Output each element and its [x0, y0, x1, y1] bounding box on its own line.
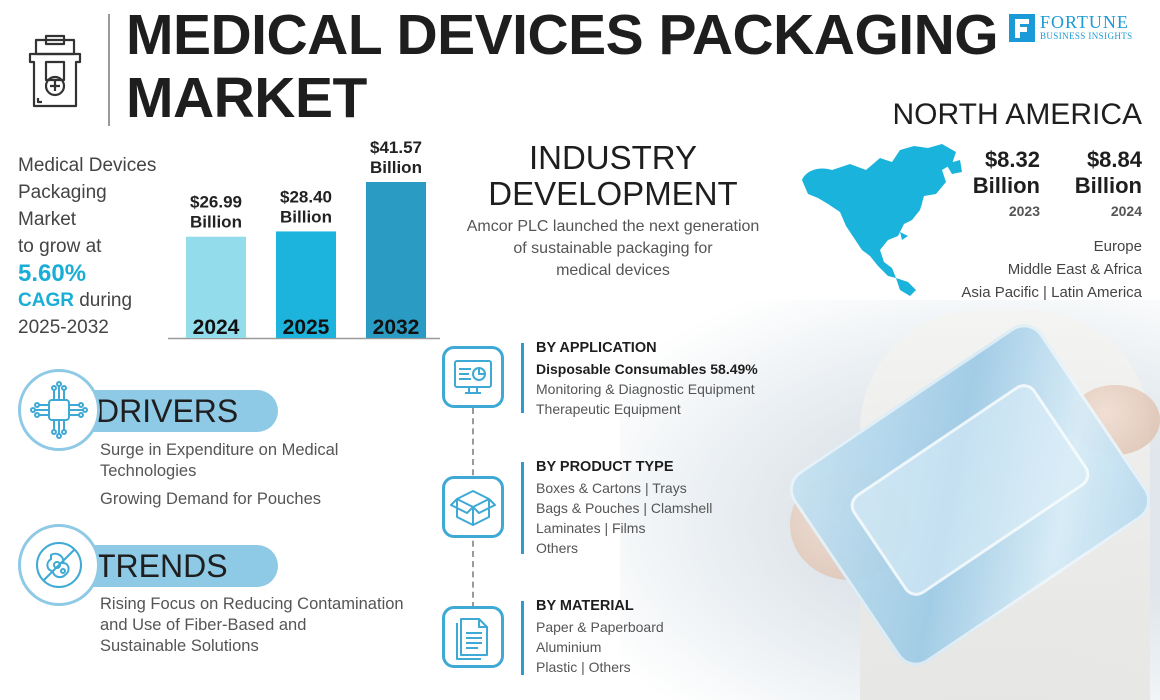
application-item-1: Disposable Consumables 58.49%	[536, 361, 758, 377]
material-item-3: Plastic | Others	[536, 659, 631, 675]
material-accent-bar	[521, 601, 524, 675]
bar-value-label-2032: $41.57	[370, 138, 422, 157]
bar-2032	[366, 182, 426, 338]
bar-2025	[276, 231, 336, 338]
bar-unit-label-2024: Billion	[190, 213, 242, 232]
na-year-2023: 2023	[1008, 203, 1040, 219]
page-title: MEDICAL DEVICES PACKAGING MARKET	[126, 3, 999, 130]
na-value-2024: $8.84 Billion	[1074, 147, 1142, 198]
bar-year-label-2025: 2025	[283, 316, 330, 339]
application-accent-bar	[521, 343, 524, 413]
region-europe: Europe	[1093, 238, 1142, 255]
bar-2024	[186, 236, 246, 338]
bar-unit-label-2032: Billion	[370, 158, 422, 177]
bar-unit-label-2025: Billion	[280, 207, 332, 226]
cagr-value: 5.60%	[18, 260, 87, 287]
package-device-icon	[28, 34, 82, 108]
product-item-2: Bags & Pouches | Clamshell	[536, 500, 713, 516]
application-heading: BY APPLICATION	[536, 340, 657, 356]
bar-year-label-2032: 2032	[373, 316, 420, 339]
industry-development-title: INDUSTRY DEVELOPMENT	[488, 139, 738, 212]
brand-logo-icon	[1009, 14, 1035, 42]
north-america-map-icon	[802, 144, 962, 296]
application-item-3: Therapeutic Equipment	[536, 401, 681, 417]
box-icon	[442, 476, 504, 538]
material-item-2: Aluminium	[536, 639, 602, 655]
product-accent-bar	[521, 462, 524, 554]
material-item-1: Paper & Paperboard	[536, 619, 664, 635]
bar-value-label-2024: $26.99	[190, 193, 242, 212]
product-heading: BY PRODUCT TYPE	[536, 459, 674, 475]
product-item-1: Boxes & Cartons | Trays	[536, 480, 687, 496]
circuit-icon	[18, 369, 100, 451]
driver-item-2: Growing Demand for Pouches	[100, 490, 322, 508]
forecast-period: 2025-2032	[18, 317, 109, 338]
monitor-chart-icon	[442, 346, 504, 408]
bar-value-label-2025: $28.40	[280, 187, 332, 206]
document-icon	[442, 606, 504, 668]
cagr-label: CAGR	[18, 290, 74, 311]
material-heading: BY MATERIAL	[536, 598, 634, 614]
product-item-3: Laminates | Films	[536, 520, 646, 536]
product-item-4: Others	[536, 540, 579, 556]
brand-subtitle: BUSINESS INSIGHTS	[1040, 31, 1133, 41]
market-size-bar-chart: $26.99Billion2024$28.40Billion2025$41.57…	[168, 138, 440, 340]
industry-development-text: Amcor PLC launched the next generation o…	[466, 218, 760, 279]
brand-name: FORTUNE	[1040, 12, 1129, 32]
region-mea: Middle East & Africa	[1007, 261, 1142, 278]
driver-item-1: Surge in Expenditure on Medical Technolo…	[100, 441, 339, 480]
virus-shield-icon	[18, 524, 100, 606]
header-divider	[108, 14, 110, 126]
region-apac-latam: Asia Pacific | Latin America	[961, 284, 1142, 301]
growth-statement: Medical Devices Packaging Market to grow…	[18, 152, 178, 341]
trend-item: Rising Focus on Reducing Contamination a…	[100, 595, 404, 655]
na-year-2024: 2024	[1110, 203, 1142, 219]
bar-year-label-2024: 2024	[193, 316, 240, 339]
na-value-2023: $8.32 Billion	[972, 147, 1040, 198]
north-america-title: NORTH AMERICA	[892, 98, 1142, 131]
application-item-2: Monitoring & Diagnostic Equipment	[536, 381, 755, 397]
